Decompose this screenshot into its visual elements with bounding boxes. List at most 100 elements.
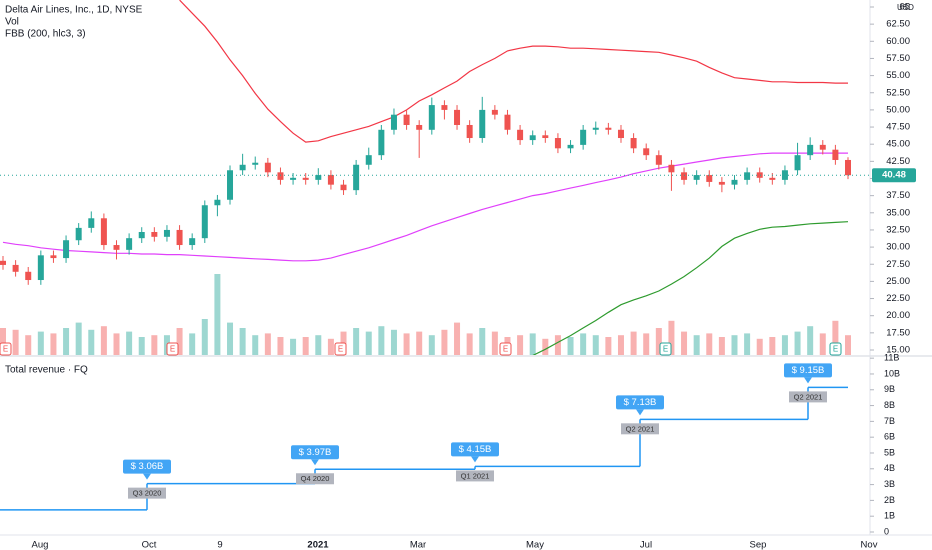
y-tick-label: 5B: [884, 447, 895, 457]
volume-bar: [441, 329, 448, 355]
value-box: [291, 445, 339, 460]
volume-bar: [239, 328, 246, 355]
volume-bar: [189, 333, 196, 355]
candle-body: [252, 162, 259, 165]
y-tick-label: 30.00: [886, 242, 910, 253]
y-tick-label: 52.50: [886, 87, 910, 98]
volume-bar: [327, 338, 334, 355]
volume-bar: [252, 335, 259, 355]
y-tick-label: 11B: [884, 353, 899, 363]
volume-bar: [315, 335, 322, 355]
earnings-label: E: [663, 345, 668, 354]
x-tick-label: May: [526, 540, 544, 550]
revenue-title: Total revenue · FQ: [5, 365, 88, 376]
volume-bar: [580, 333, 587, 355]
candle-body: [340, 184, 347, 191]
x-tick-label: 9: [217, 540, 222, 550]
value-pin: [143, 473, 151, 480]
y-tick-label: 1B: [884, 511, 895, 521]
value-pin: [471, 456, 479, 463]
volume-bar: [769, 337, 776, 355]
volume-bar: [365, 331, 372, 355]
candle-body: [176, 229, 183, 246]
candle-body: [290, 177, 297, 180]
volume-bar: [403, 333, 410, 355]
value-label: $ 3.97B: [299, 447, 332, 458]
value-label: $ 3.06B: [131, 461, 164, 472]
y-tick-label: 42.50: [886, 156, 910, 167]
value-label: $ 9.15B: [792, 365, 825, 376]
x-tick-label: Jul: [640, 540, 652, 550]
candle-body: [100, 218, 107, 246]
y-tick-label: 22.50: [886, 293, 910, 304]
earnings-marker: [499, 342, 512, 356]
volume-bar: [290, 338, 297, 355]
candle-body: [681, 172, 688, 180]
candle-body: [504, 114, 511, 130]
candle-body: [138, 232, 145, 239]
y-tick-label: 10B: [884, 368, 900, 378]
volume-bar: [731, 335, 738, 355]
y-tick-label: 17.50: [886, 327, 910, 338]
x-tick-label: Sep: [750, 540, 767, 550]
period-box: [456, 470, 494, 482]
candle-body: [744, 172, 751, 180]
value-box: [616, 395, 664, 410]
band-line: [179, 0, 848, 143]
value-box: [451, 442, 499, 457]
volume-bar: [88, 329, 95, 355]
earnings-label: E: [833, 345, 838, 354]
period-box: [621, 423, 659, 435]
volume-bar: [845, 335, 851, 355]
volume-label: Vol: [5, 17, 19, 28]
candle-body: [592, 127, 599, 130]
value-pin: [636, 409, 644, 416]
volume-bar: [479, 328, 486, 355]
period-box: [296, 473, 334, 485]
volume-bar: [781, 335, 788, 355]
volume-bar: [12, 329, 19, 355]
y-tick-label: 8B: [884, 400, 895, 410]
x-tick-label: Nov: [861, 540, 878, 550]
candle-body: [756, 172, 763, 178]
earnings-marker: [166, 342, 179, 356]
band-line: [2, 152, 848, 262]
candle-body: [302, 177, 309, 180]
volume-bar: [718, 337, 725, 355]
candle-body: [37, 255, 44, 281]
volume-bar: [37, 331, 44, 355]
earnings-label: E: [170, 345, 175, 354]
last-price-label: 40.48: [882, 170, 906, 181]
volume-bar: [668, 320, 675, 355]
volume-bar: [756, 338, 763, 355]
volume-bar: [630, 331, 637, 355]
candle-body: [630, 138, 637, 149]
y-tick-label: 57.50: [886, 53, 910, 64]
y-tick-label: 47.50: [886, 122, 910, 133]
volume-bar: [25, 335, 32, 355]
candle-body: [479, 109, 486, 139]
candle-body: [617, 129, 624, 139]
value-box: [784, 363, 832, 378]
candle-body: [227, 170, 234, 200]
volume-bar: [264, 333, 271, 355]
volume-bar: [567, 337, 574, 355]
volume-bar: [416, 331, 423, 355]
volume-bar: [428, 335, 435, 355]
period-label: Q1 2021: [461, 471, 490, 480]
candle-body: [63, 240, 70, 259]
y-tick-label: 7B: [884, 416, 895, 426]
volume-bar: [794, 331, 801, 355]
volume-bar: [529, 333, 536, 355]
candle-body: [416, 124, 423, 130]
volume-bar: [151, 335, 158, 355]
volume-bar: [75, 322, 82, 355]
volume-bar: [466, 333, 473, 355]
volume-bar: [706, 333, 713, 355]
y-tick-label: 37.50: [886, 190, 910, 201]
candle-body: [50, 255, 57, 259]
y-tick-label: 35.00: [886, 207, 910, 218]
y-tick-label: 9B: [884, 384, 895, 394]
volume-bar: [126, 331, 133, 355]
